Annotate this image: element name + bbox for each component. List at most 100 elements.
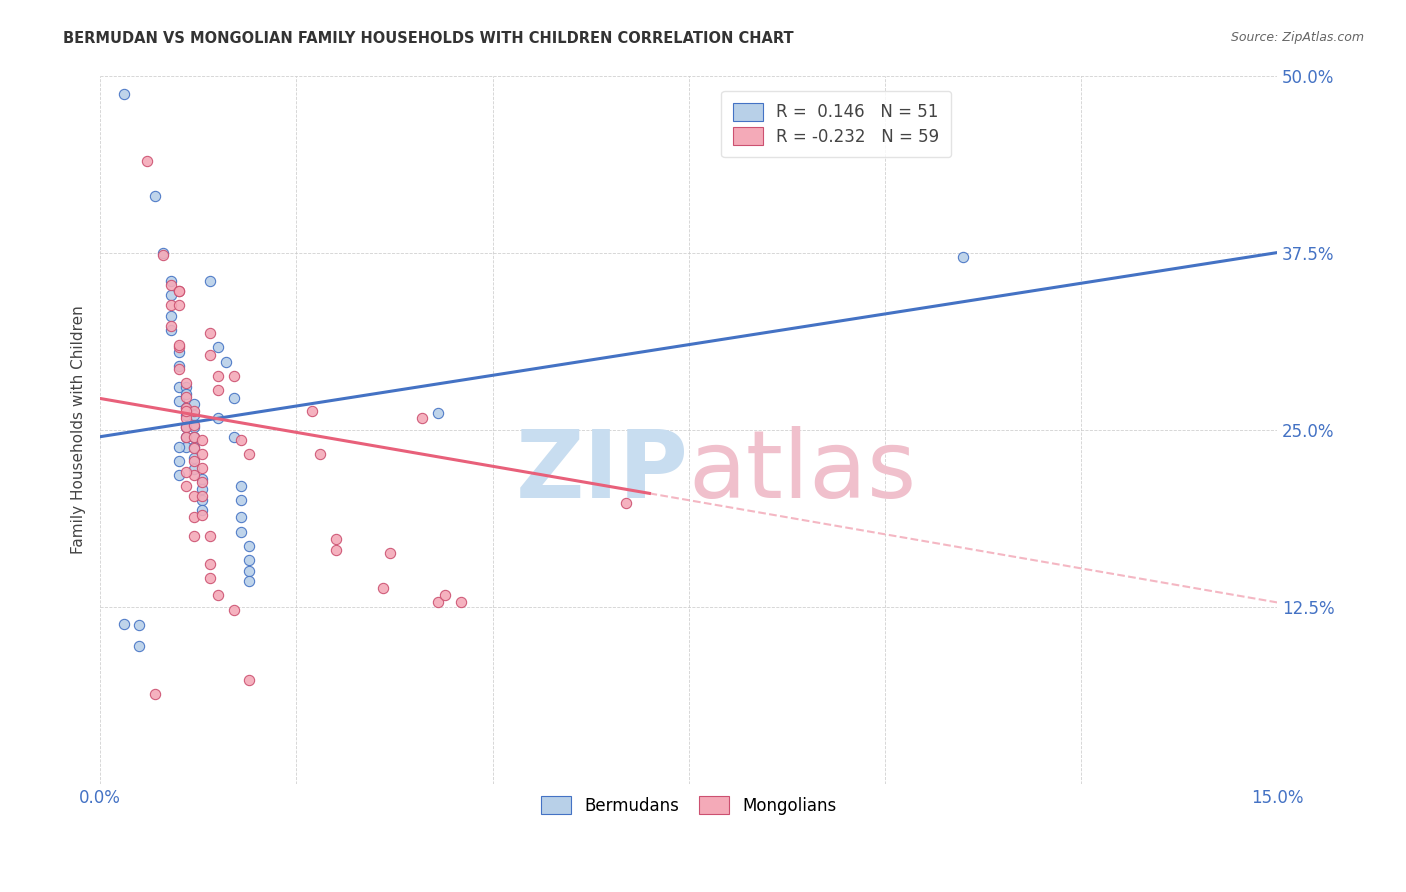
Point: [167, 454, 190, 468]
Point: [222, 430, 245, 444]
Point: [176, 376, 198, 390]
Point: [191, 503, 214, 517]
Point: [198, 326, 221, 341]
Text: atlas: atlas: [689, 426, 917, 518]
Point: [198, 347, 221, 361]
Point: [176, 419, 198, 434]
Point: [167, 380, 190, 394]
Point: [159, 319, 181, 334]
Point: [191, 447, 214, 461]
Text: Source: ZipAtlas.com: Source: ZipAtlas.com: [1230, 31, 1364, 45]
Point: [207, 588, 229, 602]
Point: [183, 510, 205, 524]
Point: [308, 447, 330, 461]
Point: [222, 392, 245, 406]
Point: [167, 361, 190, 376]
Point: [191, 508, 214, 522]
Point: [136, 153, 159, 168]
Point: [176, 430, 198, 444]
Point: [183, 418, 205, 433]
Point: [176, 401, 198, 416]
Point: [176, 440, 198, 454]
Point: [176, 419, 198, 434]
Point: [167, 467, 190, 482]
Point: [450, 595, 472, 609]
Point: [207, 383, 229, 397]
Point: [614, 496, 637, 510]
Point: [167, 298, 190, 312]
Point: [231, 493, 253, 508]
Point: [231, 479, 253, 493]
Point: [183, 430, 205, 444]
Point: [159, 323, 181, 337]
Point: [207, 368, 229, 383]
Point: [238, 564, 260, 578]
Point: [238, 447, 260, 461]
Point: [183, 419, 205, 434]
Point: [167, 344, 190, 359]
Point: [191, 482, 214, 496]
Point: [198, 274, 221, 288]
Point: [176, 465, 198, 479]
Point: [159, 310, 181, 324]
Point: [198, 529, 221, 543]
Point: [191, 475, 214, 489]
Point: [198, 557, 221, 571]
Point: [411, 411, 433, 425]
Point: [176, 404, 198, 418]
Point: [215, 354, 238, 368]
Point: [238, 574, 260, 589]
Point: [183, 404, 205, 418]
Text: ZIP: ZIP: [516, 426, 689, 518]
Point: [191, 489, 214, 503]
Point: [380, 546, 402, 560]
Point: [183, 430, 205, 444]
Point: [301, 404, 323, 418]
Point: [167, 337, 190, 351]
Point: [176, 430, 198, 444]
Point: [167, 341, 190, 355]
Point: [183, 440, 205, 454]
Point: [434, 588, 457, 602]
Point: [183, 489, 205, 503]
Point: [176, 411, 198, 425]
Point: [191, 472, 214, 486]
Point: [176, 380, 198, 394]
Point: [238, 539, 260, 553]
Point: [207, 341, 229, 355]
Point: [426, 595, 449, 609]
Text: BERMUDAN VS MONGOLIAN FAMILY HOUSEHOLDS WITH CHILDREN CORRELATION CHART: BERMUDAN VS MONGOLIAN FAMILY HOUSEHOLDS …: [63, 31, 794, 46]
Point: [238, 673, 260, 688]
Point: [183, 462, 205, 476]
Point: [325, 543, 347, 558]
Point: [128, 640, 150, 654]
Point: [231, 510, 253, 524]
Point: [222, 368, 245, 383]
Point: [183, 450, 205, 465]
Point: [167, 359, 190, 373]
Point: [159, 274, 181, 288]
Point: [167, 284, 190, 298]
Point: [183, 529, 205, 543]
Point: [191, 433, 214, 447]
Point: [198, 571, 221, 585]
Point: [112, 616, 135, 631]
Point: [128, 618, 150, 632]
Point: [112, 87, 135, 101]
Point: [231, 433, 253, 447]
Point: [183, 397, 205, 411]
Point: [152, 248, 174, 262]
Y-axis label: Family Households with Children: Family Households with Children: [72, 305, 86, 554]
Point: [152, 245, 174, 260]
Point: [231, 524, 253, 539]
Legend: Bermudans, Mongolians: Bermudans, Mongolians: [531, 787, 846, 825]
Point: [159, 278, 181, 293]
Point: [176, 479, 198, 493]
Point: [191, 461, 214, 475]
Point: [167, 284, 190, 298]
Point: [159, 298, 181, 312]
Point: [426, 406, 449, 420]
Point: [159, 288, 181, 302]
Point: [143, 189, 166, 203]
Point: [183, 441, 205, 455]
